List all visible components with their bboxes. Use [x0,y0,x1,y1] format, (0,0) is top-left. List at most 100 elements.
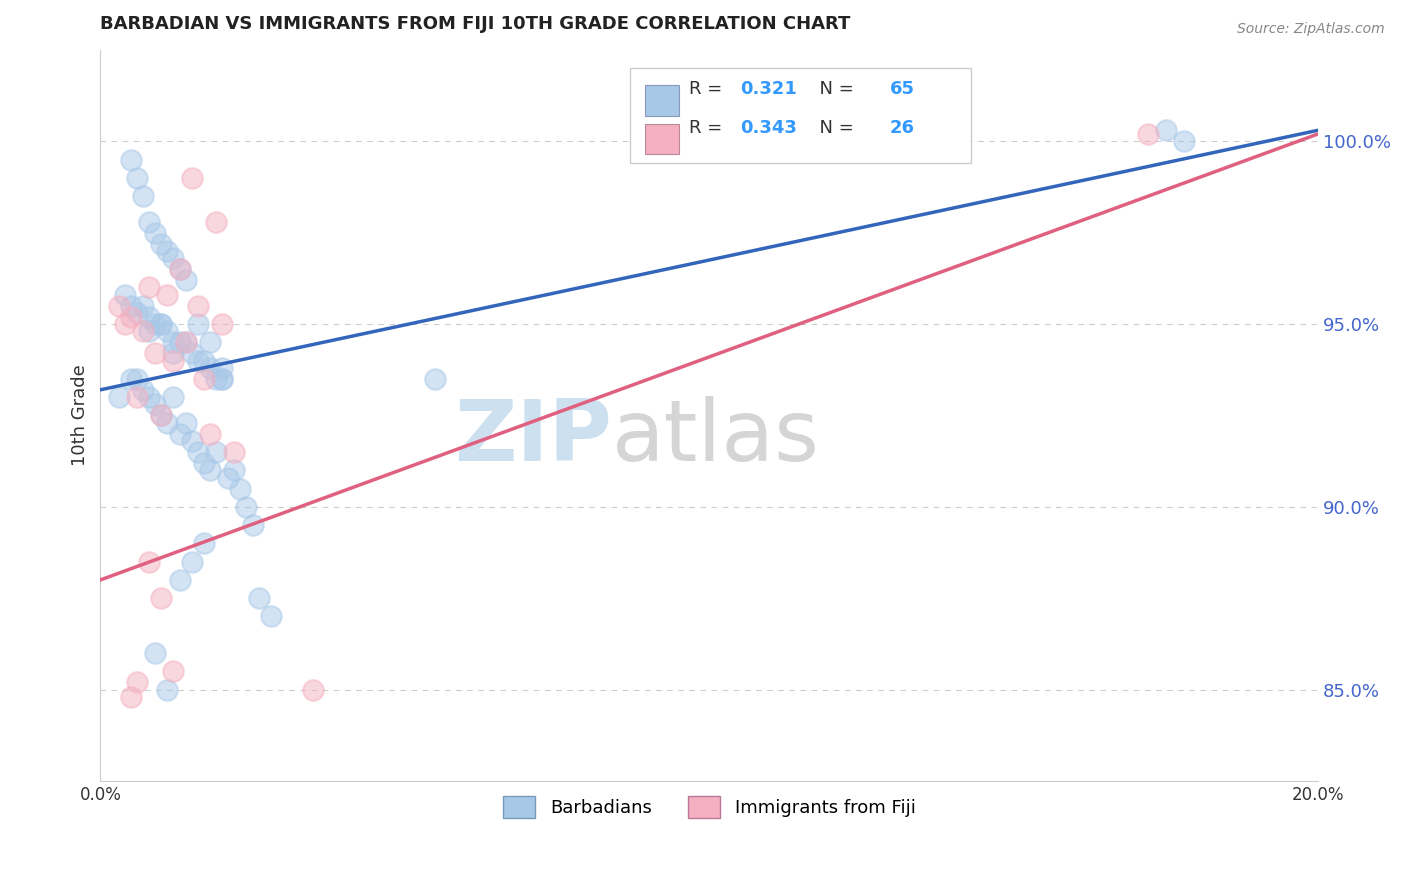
Point [156,244,179,258]
Point [242,518,264,533]
Point [120,310,142,324]
Point [180,434,202,448]
Point [125,372,148,386]
Point [132,189,155,203]
Point [211,372,233,386]
Point [162,353,184,368]
Point [125,306,148,320]
Point [143,226,166,240]
Point [156,416,179,430]
Point [180,346,202,360]
Point [138,310,160,324]
Point [125,170,148,185]
Point [187,299,209,313]
Point [235,500,257,514]
Point [125,390,148,404]
Point [205,372,228,386]
Point [150,317,173,331]
Point [169,262,191,277]
FancyBboxPatch shape [630,68,972,163]
Point [193,353,215,368]
Point [198,360,221,375]
Point [217,470,239,484]
Point [229,482,252,496]
Point [187,317,209,331]
Point [162,665,184,679]
Legend: Barbadians, Immigrants from Fiji: Barbadians, Immigrants from Fiji [494,787,925,827]
Point [224,463,246,477]
Point [174,273,197,287]
Point [143,646,166,660]
FancyBboxPatch shape [645,85,679,116]
Point [247,591,270,606]
Point [1154,123,1177,137]
Point [180,170,202,185]
Text: ZIP: ZIP [454,396,612,479]
Point [143,397,166,411]
Point [211,372,233,386]
Text: atlas: atlas [612,396,820,479]
Point [205,214,228,228]
Y-axis label: 10th Grade: 10th Grade [72,365,89,467]
Point [169,335,191,350]
Point [114,287,136,301]
Point [150,409,173,423]
Point [1136,127,1159,141]
Point [224,445,246,459]
Text: R =: R = [689,119,727,137]
Point [169,426,191,441]
Point [174,416,197,430]
Point [174,335,197,350]
Point [138,280,160,294]
Point [205,445,228,459]
Point [260,609,283,624]
Point [132,299,155,313]
Text: 65: 65 [890,79,914,97]
Point [156,287,179,301]
Point [138,214,160,228]
Point [138,555,160,569]
Point [150,236,173,251]
Point [143,317,166,331]
Point [156,682,179,697]
Point [156,324,179,338]
Point [302,682,325,697]
Point [125,675,148,690]
Text: 0.343: 0.343 [740,119,797,137]
Point [143,346,166,360]
Point [193,456,215,470]
Point [114,317,136,331]
Point [150,591,173,606]
Point [150,409,173,423]
Point [162,251,184,265]
Point [132,383,155,397]
Text: 0.321: 0.321 [740,79,797,97]
Point [425,372,447,386]
Point [120,372,142,386]
Point [187,353,209,368]
Point [193,536,215,550]
Point [162,335,184,350]
Point [120,690,142,704]
Point [198,463,221,477]
Text: N =: N = [808,119,859,137]
Point [193,372,215,386]
Point [211,317,233,331]
Point [174,335,197,350]
Point [162,346,184,360]
Text: N =: N = [808,79,859,97]
Point [198,426,221,441]
Point [120,299,142,313]
Point [138,324,160,338]
Text: 26: 26 [890,119,914,137]
Point [138,390,160,404]
Point [198,335,221,350]
Point [211,360,233,375]
Point [107,299,129,313]
FancyBboxPatch shape [645,124,679,154]
Point [150,317,173,331]
Text: Source: ZipAtlas.com: Source: ZipAtlas.com [1237,22,1385,37]
Point [132,324,155,338]
Point [169,573,191,587]
Point [169,262,191,277]
